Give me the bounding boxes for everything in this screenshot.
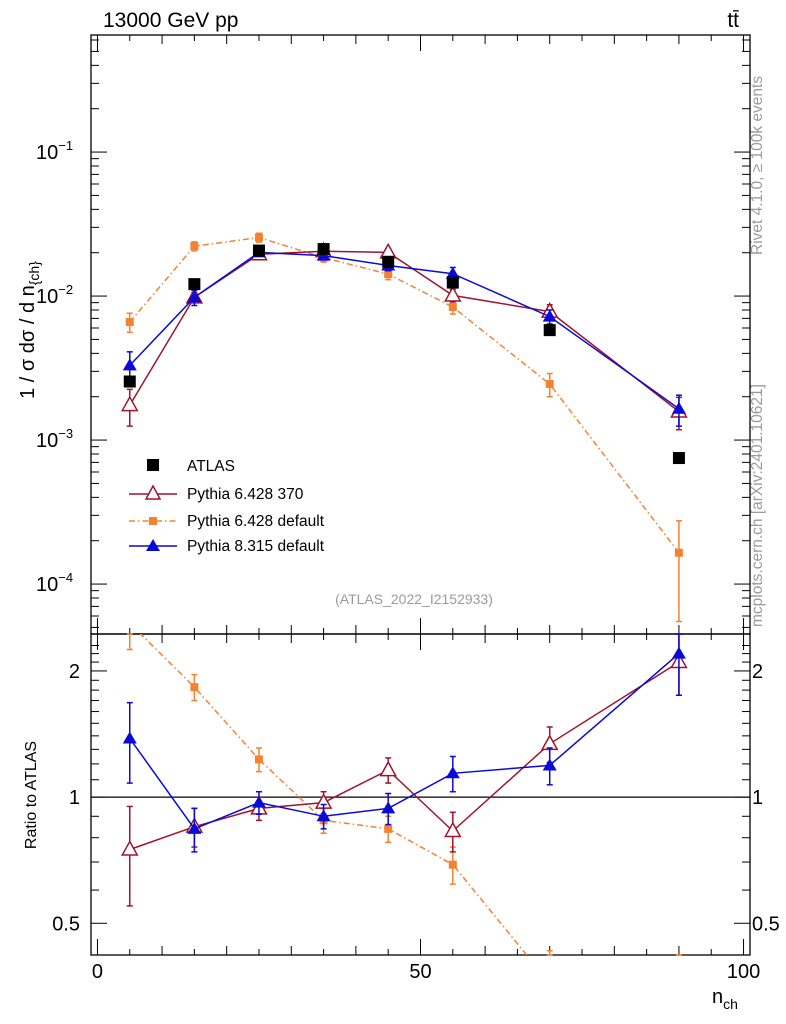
main-series-py6_370	[120, 241, 688, 431]
ratio-panel: 0.5 0.5 1 1 2 2 0 50 100	[52, 633, 780, 983]
ratio-py6_370-point	[379, 760, 397, 777]
ratio-py8_default-point	[381, 801, 396, 814]
ratio-py8_default-point	[122, 731, 137, 744]
ratio-y-axis-label: Ratio to ATLAS	[23, 741, 40, 849]
main-py6_default-point	[384, 270, 393, 279]
ratio-py6_default-point	[384, 824, 393, 833]
main-atlas-point	[543, 324, 556, 337]
main-py8_default-point	[122, 358, 137, 371]
main-py8_default-point	[671, 401, 686, 414]
ratio-py8_default-line	[129, 653, 680, 830]
main-py6_default-point	[125, 318, 134, 327]
legend-py6-default-label: Pythia 6.428 default	[187, 513, 325, 530]
main-py6_default-point	[254, 233, 263, 242]
main-ytick-label: 10−2	[36, 282, 73, 308]
ratio-py8_default-point	[251, 795, 266, 808]
main-series-py8_default	[122, 245, 686, 427]
ratio-series-py8_default	[122, 633, 686, 853]
ratio-ytick-label-left: 2	[69, 661, 80, 683]
main-py6_370-point	[120, 395, 139, 412]
analysis-id-label: (ATLAS_2022_I2152933)	[335, 591, 493, 607]
main-ytick-label: 10−1	[36, 138, 73, 164]
legend-entry-py6-370: Pythia 6.428 370	[129, 484, 304, 503]
main-panel: 10−4 10−3 10−2 10−1	[36, 34, 751, 635]
ratio-py8_default-point	[671, 646, 686, 659]
main-atlas-point	[188, 278, 201, 291]
main-y-axis-label: 1 / σ dσ / d n{ch}	[17, 261, 42, 399]
ratio-py8_default-point	[542, 758, 557, 771]
ratio-series-py6_370	[120, 633, 688, 907]
main-atlas-point	[672, 452, 685, 465]
main-atlas-point	[252, 244, 265, 257]
main-py6_370-line	[129, 250, 680, 413]
ratio-py8_default-point	[187, 821, 202, 834]
ratio-py6_default-line	[139, 634, 528, 955]
main-py8_default-point	[542, 309, 557, 322]
main-py8_default-point	[445, 266, 460, 279]
ratio-ytick-label-left: 0.5	[52, 913, 80, 935]
main-atlas-point	[446, 276, 459, 289]
rivet-version-label: Rivet 4.1.0, ≥ 100k events	[749, 76, 766, 255]
legend-py8-default-marker	[146, 539, 160, 551]
legend-atlas-marker	[147, 459, 159, 471]
source-citation-label: mcplots.cern.ch [arXiv:2401.10621]	[749, 384, 766, 627]
ratio-ytick-label-right: 0.5	[752, 913, 780, 935]
main-atlas-point	[317, 243, 330, 256]
main-series-py6_default	[125, 232, 683, 623]
main-series-atlas	[123, 243, 685, 465]
main-py6_default-point	[545, 380, 554, 389]
legend-py8-default-label: Pythia 8.315 default	[187, 538, 325, 555]
ratio-py8_default-point	[316, 809, 331, 822]
main-py8_default-line	[129, 251, 680, 410]
legend-py6-370-label: Pythia 6.428 370	[187, 486, 304, 503]
main-py6_370-point	[444, 285, 462, 302]
ratio-py6_default-point	[254, 755, 263, 764]
legend-entry-py8-default: Pythia 8.315 default	[129, 538, 325, 555]
legend-py6-default-marker	[149, 517, 157, 525]
x-tick-label: 0	[92, 961, 103, 983]
ratio-py8_default-point	[445, 766, 460, 779]
x-tick-label: 100	[727, 961, 760, 983]
ratio-series-py6_default	[126, 633, 682, 956]
main-ytick-label: 10−4	[36, 570, 73, 596]
header-left-title: 13000 GeV pp	[103, 9, 238, 32]
ratio-ytick-label-left: 1	[69, 787, 80, 809]
ratio-py6_default-point	[190, 683, 199, 692]
ratio-py6_370-point	[444, 821, 462, 838]
ratio-py6_370-point	[120, 839, 139, 856]
legend-entry-atlas: ATLAS	[147, 458, 235, 475]
main-py6_default-line	[129, 236, 680, 554]
ratio-ytick-label-right: 1	[752, 787, 763, 809]
main-atlas-point	[123, 375, 136, 388]
legend-py6-370-marker	[144, 484, 162, 500]
ratio-ytick-label-right: 2	[752, 661, 763, 683]
main-py6_default-point	[190, 242, 199, 251]
legend-atlas-label: ATLAS	[187, 458, 235, 475]
legend-entry-py6-default: Pythia 6.428 default	[129, 513, 325, 530]
main-py6_default-point	[448, 302, 457, 311]
main-py6_default-point	[674, 548, 683, 557]
legend: ATLAS Pythia 6.428 370 Pythia 6.428 defa…	[129, 458, 325, 555]
main-py8_default-point	[187, 290, 202, 303]
x-axis-label: nch	[712, 986, 738, 1012]
ratio-py6_default-point	[448, 860, 457, 869]
main-atlas-point	[382, 255, 395, 268]
header-right-title: tt̄	[727, 9, 739, 32]
x-tick-label: 50	[409, 961, 431, 983]
main-ytick-label: 10−3	[36, 426, 73, 452]
